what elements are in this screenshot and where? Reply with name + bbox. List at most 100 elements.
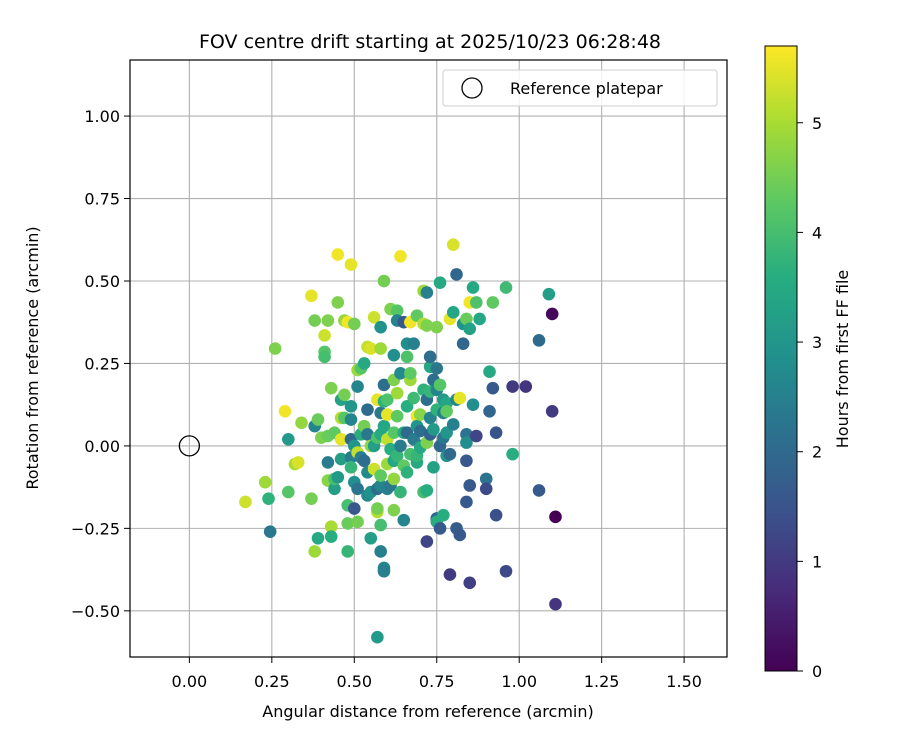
data-point <box>483 365 496 378</box>
data-point <box>374 469 387 482</box>
x-tick-label: 0.00 <box>172 672 208 691</box>
data-point <box>433 276 447 289</box>
data-point <box>423 350 437 364</box>
data-point <box>473 312 486 326</box>
y-tick-label: 0.75 <box>84 190 120 209</box>
data-point <box>420 319 434 332</box>
data-point <box>380 393 394 407</box>
data-point <box>433 378 447 392</box>
x-axis-ticks: 0.00 0.25 0.50 0.75 1.00 1.25 1.50 <box>172 657 702 691</box>
data-point <box>344 413 358 426</box>
colorbar-tick-label: 5 <box>812 114 822 133</box>
data-point <box>324 530 338 543</box>
data-point <box>400 350 414 364</box>
data-point <box>377 564 391 578</box>
y-axis-label: Rotation from reference (arcmin) <box>23 226 42 489</box>
legend-box <box>442 69 718 107</box>
data-point <box>466 281 480 294</box>
data-point <box>479 482 493 496</box>
data-point <box>390 304 404 317</box>
data-point <box>239 495 252 509</box>
data-point <box>549 510 562 524</box>
x-tick-label: 0.50 <box>336 672 372 691</box>
data-point <box>263 525 277 538</box>
data-point <box>430 362 444 375</box>
data-point <box>532 334 546 347</box>
data-point <box>351 482 364 496</box>
data-point <box>407 391 420 405</box>
data-point <box>443 447 457 461</box>
data-point <box>397 513 411 527</box>
data-point <box>371 502 384 515</box>
data-point <box>308 545 322 558</box>
data-point <box>377 274 391 288</box>
data-point <box>291 456 305 469</box>
colorbar-frame <box>764 45 798 672</box>
data-point <box>390 409 404 423</box>
plot-area-frame <box>129 59 728 658</box>
colorbar-tick-label: 2 <box>812 443 822 462</box>
x-tick-label: 0.75 <box>419 672 455 691</box>
grid-lines <box>130 60 727 657</box>
colorbar: 0 1 2 3 4 5 Hours from first FF file <box>764 45 852 681</box>
data-point <box>324 520 338 534</box>
data-point <box>460 436 473 449</box>
data-points <box>239 238 562 644</box>
x-tick-label: 1.25 <box>584 672 620 691</box>
data-point <box>324 381 338 395</box>
x-tick-label: 0.25 <box>254 672 290 691</box>
data-point <box>466 398 480 411</box>
data-point <box>328 482 341 496</box>
data-point <box>347 502 361 515</box>
data-point <box>374 518 387 532</box>
data-point <box>460 495 473 509</box>
data-point <box>519 380 533 393</box>
data-point <box>394 439 407 453</box>
data-point <box>331 248 345 261</box>
data-point <box>361 403 374 416</box>
data-point <box>347 317 361 331</box>
data-point <box>387 503 401 517</box>
data-point <box>311 531 325 545</box>
data-point <box>321 456 335 469</box>
data-point <box>357 357 371 370</box>
data-point <box>311 413 325 426</box>
data-point <box>374 545 387 558</box>
data-point <box>450 268 463 281</box>
data-point <box>364 531 378 545</box>
data-point <box>470 296 483 309</box>
data-point <box>377 419 391 433</box>
data-point <box>549 597 562 611</box>
data-point <box>351 515 364 529</box>
data-point <box>446 238 460 252</box>
data-point <box>390 386 404 400</box>
data-point <box>430 320 444 334</box>
y-tick-label: 1.00 <box>84 107 120 126</box>
data-point <box>308 314 322 327</box>
data-point <box>470 429 483 443</box>
data-point <box>341 517 354 530</box>
data-point <box>420 535 434 548</box>
data-point <box>394 485 407 499</box>
data-point <box>278 404 292 418</box>
data-point <box>532 484 546 497</box>
x-axis-label: Angular distance from reference (arcmin) <box>262 702 593 721</box>
legend: Reference platepar <box>442 69 718 107</box>
data-point <box>305 492 318 505</box>
data-point <box>351 380 364 393</box>
data-point <box>545 307 559 321</box>
data-point <box>374 342 387 355</box>
data-point <box>387 472 401 486</box>
legend-marker-icon <box>461 77 483 99</box>
data-point <box>506 447 519 461</box>
data-point <box>258 475 272 489</box>
data-point <box>318 350 331 364</box>
data-point <box>427 461 440 474</box>
data-point <box>437 508 450 522</box>
data-point <box>420 286 434 299</box>
data-point <box>404 367 417 380</box>
data-point <box>387 348 401 362</box>
data-point <box>499 281 513 294</box>
colorbar-label: Hours from first FF file <box>833 270 852 449</box>
